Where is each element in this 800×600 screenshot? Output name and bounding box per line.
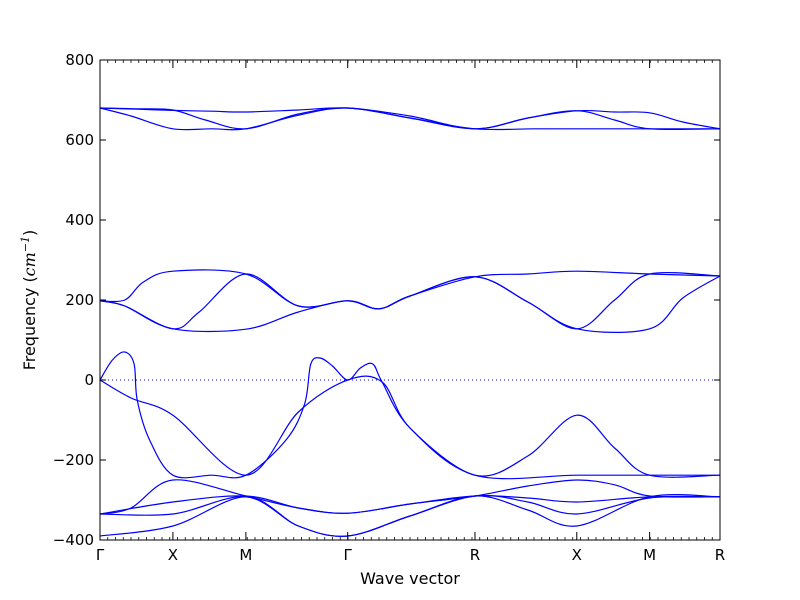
x-tick-label: M <box>643 546 656 564</box>
plot-background <box>100 60 720 540</box>
phonon-branch-3 <box>99 107 720 131</box>
x-tick-label: X <box>572 546 582 564</box>
phonon-branch-12 <box>99 494 721 537</box>
phonon-branch-6 <box>99 275 721 333</box>
y-tick-label: 800 <box>65 51 94 69</box>
y-tick-label: 200 <box>65 291 94 309</box>
x-axis-title: Wave vector <box>360 569 460 588</box>
y-tick-label: 600 <box>65 131 94 149</box>
x-tick-label: R <box>715 546 725 564</box>
y-axis: −400 −200 0 200 400 600 800 <box>53 51 720 549</box>
y-tick-label: 0 <box>84 371 94 389</box>
phonon-branch-1 <box>99 107 721 130</box>
phonon-branch-8 <box>99 375 721 478</box>
series-layer <box>99 107 721 537</box>
phonon-branch-10 <box>99 495 721 515</box>
y-tick-label: −200 <box>53 451 94 469</box>
y-axis-title: Frequency (cm−1) <box>19 230 39 371</box>
y-axis-title-exponent: −1 <box>19 236 32 252</box>
y-axis-title-prefix: Frequency ( <box>20 276 39 370</box>
y-axis-title-unit: cm <box>20 252 39 276</box>
x-tick-label: Γ <box>344 546 353 564</box>
x-tick-label: R <box>470 546 480 564</box>
x-tick-label: X <box>168 546 178 564</box>
x-tick-label: M <box>239 546 252 564</box>
x-tick-label: Γ <box>96 546 105 564</box>
y-tick-label: 400 <box>65 211 94 229</box>
y-axis-title-suffix: ) <box>20 230 39 236</box>
y-tick-label: −400 <box>53 531 94 549</box>
